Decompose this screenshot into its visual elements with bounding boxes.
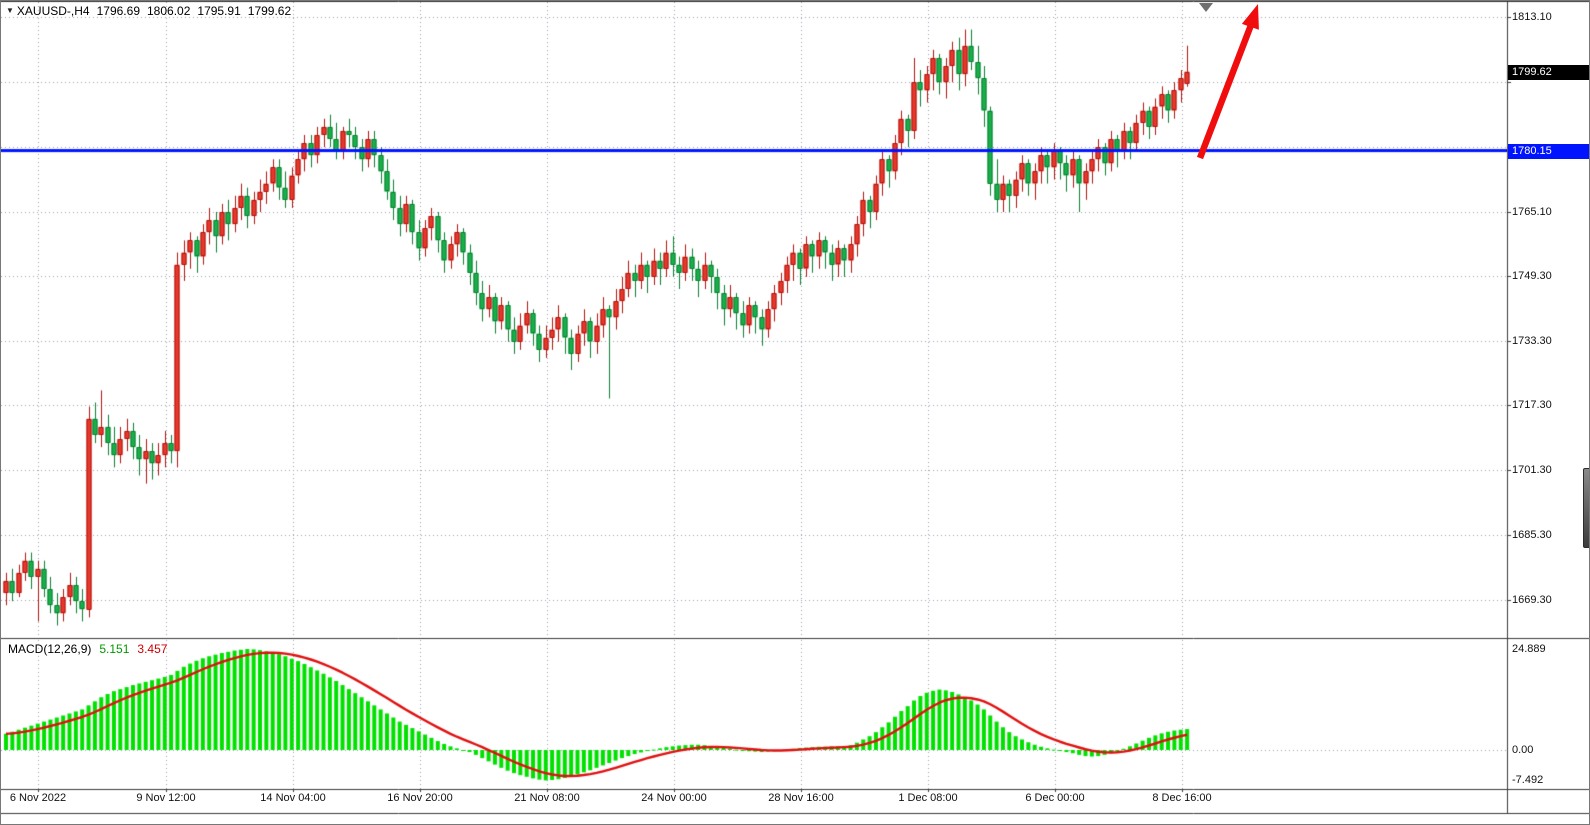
time-axis-label: 14 Nov 04:00 bbox=[260, 792, 326, 804]
hline-price-tag: 1780.15 bbox=[1508, 143, 1589, 159]
time-axis-label: 6 Nov 2022 bbox=[9, 792, 67, 804]
macd-main-value: 5.151 bbox=[99, 642, 130, 656]
trend-arrow[interactable] bbox=[1196, 4, 1259, 160]
time-axis-label: 1 Dec 08:00 bbox=[898, 792, 958, 804]
macd-axis-label: 24.889 bbox=[1512, 643, 1546, 655]
current-price-tag: 1799.62 bbox=[1508, 64, 1589, 80]
chart-header: ▼ XAUUSD-,H4 1796.69 1806.02 1795.91 1799.62 bbox=[6, 4, 298, 18]
ohlc-close-value: 1799.62 bbox=[247, 4, 292, 18]
macd-signal-value: 3.457 bbox=[137, 642, 168, 656]
scrollbar-thumb[interactable] bbox=[1583, 468, 1589, 548]
time-axis-label: 8 Dec 16:00 bbox=[1152, 792, 1212, 804]
time-axis-label: 9 Nov 12:00 bbox=[136, 792, 196, 804]
macd-axis-label: 0.00 bbox=[1512, 744, 1534, 756]
ohlc-high-value: 1806.02 bbox=[147, 4, 191, 18]
price-axis-label: 1701.30 bbox=[1512, 464, 1552, 477]
symbol-marker-icon: ▼ bbox=[6, 6, 14, 15]
time-axis-label: 6 Dec 00:00 bbox=[1025, 792, 1085, 804]
price-axis-label: 1813.10 bbox=[1512, 11, 1552, 23]
symbol-timeframe-label: XAUUSD-,H4 bbox=[16, 4, 90, 18]
time-axis-label: 21 Nov 08:00 bbox=[514, 792, 580, 804]
object-marker-icon[interactable] bbox=[1199, 3, 1213, 12]
price-axis-label: 1733.30 bbox=[1512, 334, 1552, 347]
price-axis-label: 1669.30 bbox=[1512, 593, 1552, 606]
ohlc-low-value: 1795.91 bbox=[197, 4, 241, 18]
price-axis-label: 1685.30 bbox=[1512, 529, 1552, 542]
macd-axis-label: -7.492 bbox=[1512, 774, 1544, 787]
time-axis-label: 16 Nov 20:00 bbox=[387, 792, 453, 804]
price-axis-label: 1717.30 bbox=[1512, 399, 1552, 412]
time-axis-label: 24 Nov 00:00 bbox=[641, 792, 707, 804]
ohlc-open-value: 1796.69 bbox=[96, 4, 140, 18]
macd-name-label: MACD(12,26,9) bbox=[8, 642, 92, 656]
price-axis-label: 1749.30 bbox=[1512, 269, 1552, 282]
price-axis-label: 1765.10 bbox=[1512, 205, 1552, 218]
time-axis-label: 28 Nov 16:00 bbox=[768, 792, 834, 804]
macd-indicator-label: MACD(12,26,9) 5.151 3.457 bbox=[8, 642, 167, 656]
